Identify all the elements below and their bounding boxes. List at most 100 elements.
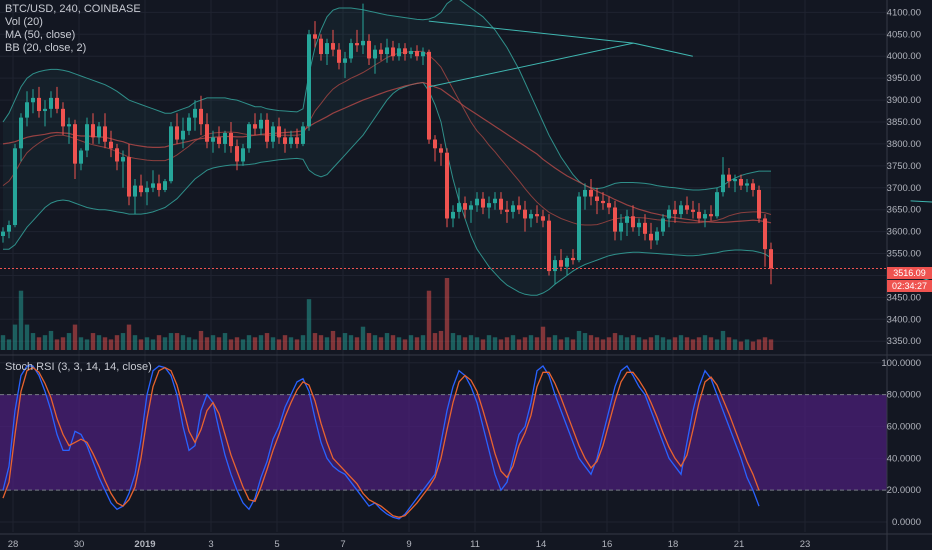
volume-bar-44 <box>264 333 270 350</box>
candle-body-46 <box>277 126 281 138</box>
volume-bar-22 <box>132 335 138 350</box>
candle-body-97 <box>583 189 587 197</box>
symbol-title: BTC/USD, 240, COINBASE <box>5 3 141 15</box>
candle-body-95 <box>571 257 575 261</box>
candle-body-15 <box>91 124 95 138</box>
volume-bar-84 <box>504 337 510 350</box>
volume-bar-62 <box>372 335 378 350</box>
axis-ticks: 3350.003400.003450.003500.003550.003600.… <box>8 7 921 550</box>
candle-body-8 <box>49 97 53 109</box>
volume-bar-78 <box>468 335 474 350</box>
candle-body-37 <box>223 132 227 144</box>
candle-body-63 <box>379 49 383 55</box>
volume-bar-9 <box>54 339 60 350</box>
volume-bar-59 <box>354 337 360 350</box>
volume-bar-112 <box>672 337 678 350</box>
volume-bar-100 <box>600 339 606 350</box>
candle-body-80 <box>481 198 485 208</box>
candle-body-85 <box>511 205 515 212</box>
volume-bar-0 <box>0 335 6 350</box>
candle-body-122 <box>733 179 737 182</box>
volume-bar-23 <box>138 339 144 350</box>
time-tick-8: 14 <box>536 539 547 550</box>
volume-bar-24 <box>144 337 150 350</box>
trendlines <box>0 20 932 285</box>
volume-bar-54 <box>324 337 330 350</box>
volume-bar-110 <box>660 337 666 350</box>
volume-bar-21 <box>126 324 132 350</box>
candle-body-49 <box>295 137 299 144</box>
rsi-series-K <box>2 365 760 520</box>
candle-body-127 <box>763 218 767 250</box>
candle-body-50 <box>301 126 305 144</box>
candle-body-105 <box>631 216 635 228</box>
candle-body-91 <box>547 220 551 272</box>
volume-bar-105 <box>630 335 636 350</box>
moving-average <box>2 81 772 224</box>
candle-body-98 <box>589 189 593 197</box>
volume-bar-4 <box>24 324 30 350</box>
volume-bar-16 <box>96 335 102 350</box>
volume-bar-66 <box>396 337 402 350</box>
candle-body-81 <box>487 203 491 208</box>
volume-bar-46 <box>276 339 282 350</box>
volume-bar-122 <box>732 339 738 350</box>
volume-bar-7 <box>42 335 48 350</box>
candle-body-65 <box>391 47 395 57</box>
volume-bar-64 <box>384 333 390 350</box>
volume-bar-57 <box>342 333 348 350</box>
volume-bar-25 <box>150 339 156 350</box>
volume-bar-37 <box>222 333 228 350</box>
candle-body-31 <box>187 117 191 131</box>
volume-bar-56 <box>336 337 342 350</box>
volume-bar-49 <box>294 339 300 350</box>
candle-body-100 <box>601 200 605 204</box>
volume-bar-97 <box>582 333 588 350</box>
candle-body-26 <box>157 183 161 190</box>
volume-bar-81 <box>486 335 492 350</box>
volume-bar-39 <box>234 337 240 350</box>
candle-body-41 <box>247 124 251 149</box>
candle-body-83 <box>499 198 503 210</box>
candle-body-2 <box>13 148 17 226</box>
candle-body-90 <box>541 216 545 221</box>
candle-body-84 <box>505 209 509 212</box>
candle-body-76 <box>457 203 461 212</box>
candle-body-67 <box>403 48 407 55</box>
volume-bar-88 <box>528 335 534 350</box>
candle-body-4 <box>25 102 29 118</box>
price-tick-0: 3350.00 <box>887 336 921 347</box>
candle-body-59 <box>355 43 359 46</box>
volume-bar-55 <box>330 330 336 350</box>
volume-bar-76 <box>456 335 462 350</box>
price-tick-9: 3800.00 <box>887 139 921 150</box>
volume-bar-60 <box>360 326 366 350</box>
volume-bar-58 <box>348 335 354 350</box>
candle-body-86 <box>517 205 521 210</box>
candle-body-99 <box>595 196 599 201</box>
volume-bar-29 <box>174 333 180 350</box>
candle-body-72 <box>433 139 437 149</box>
volume-bar-10 <box>60 337 66 350</box>
volume-bar-95 <box>570 339 576 350</box>
volume-bar-61 <box>366 333 372 350</box>
last-price-label: 3516.09 <box>887 267 932 279</box>
volume-bar-30 <box>180 335 186 350</box>
volume-bar-114 <box>684 337 690 350</box>
volume-bar-18 <box>108 339 114 350</box>
candle-body-87 <box>523 209 527 219</box>
candle-body-54 <box>325 43 329 55</box>
candle-body-74 <box>445 152 449 219</box>
candle-body-114 <box>685 205 689 210</box>
volume-bar-102 <box>612 333 618 350</box>
price-tick-10: 3850.00 <box>887 117 921 128</box>
time-tick-4: 5 <box>274 539 279 550</box>
candle-body-124 <box>745 183 749 186</box>
candle-body-25 <box>151 183 155 188</box>
candle-body-40 <box>241 148 245 162</box>
volume-bar-89 <box>534 337 540 350</box>
time-tick-7: 11 <box>470 539 480 550</box>
candle-body-70 <box>421 51 425 57</box>
volume-bar-43 <box>258 335 264 350</box>
